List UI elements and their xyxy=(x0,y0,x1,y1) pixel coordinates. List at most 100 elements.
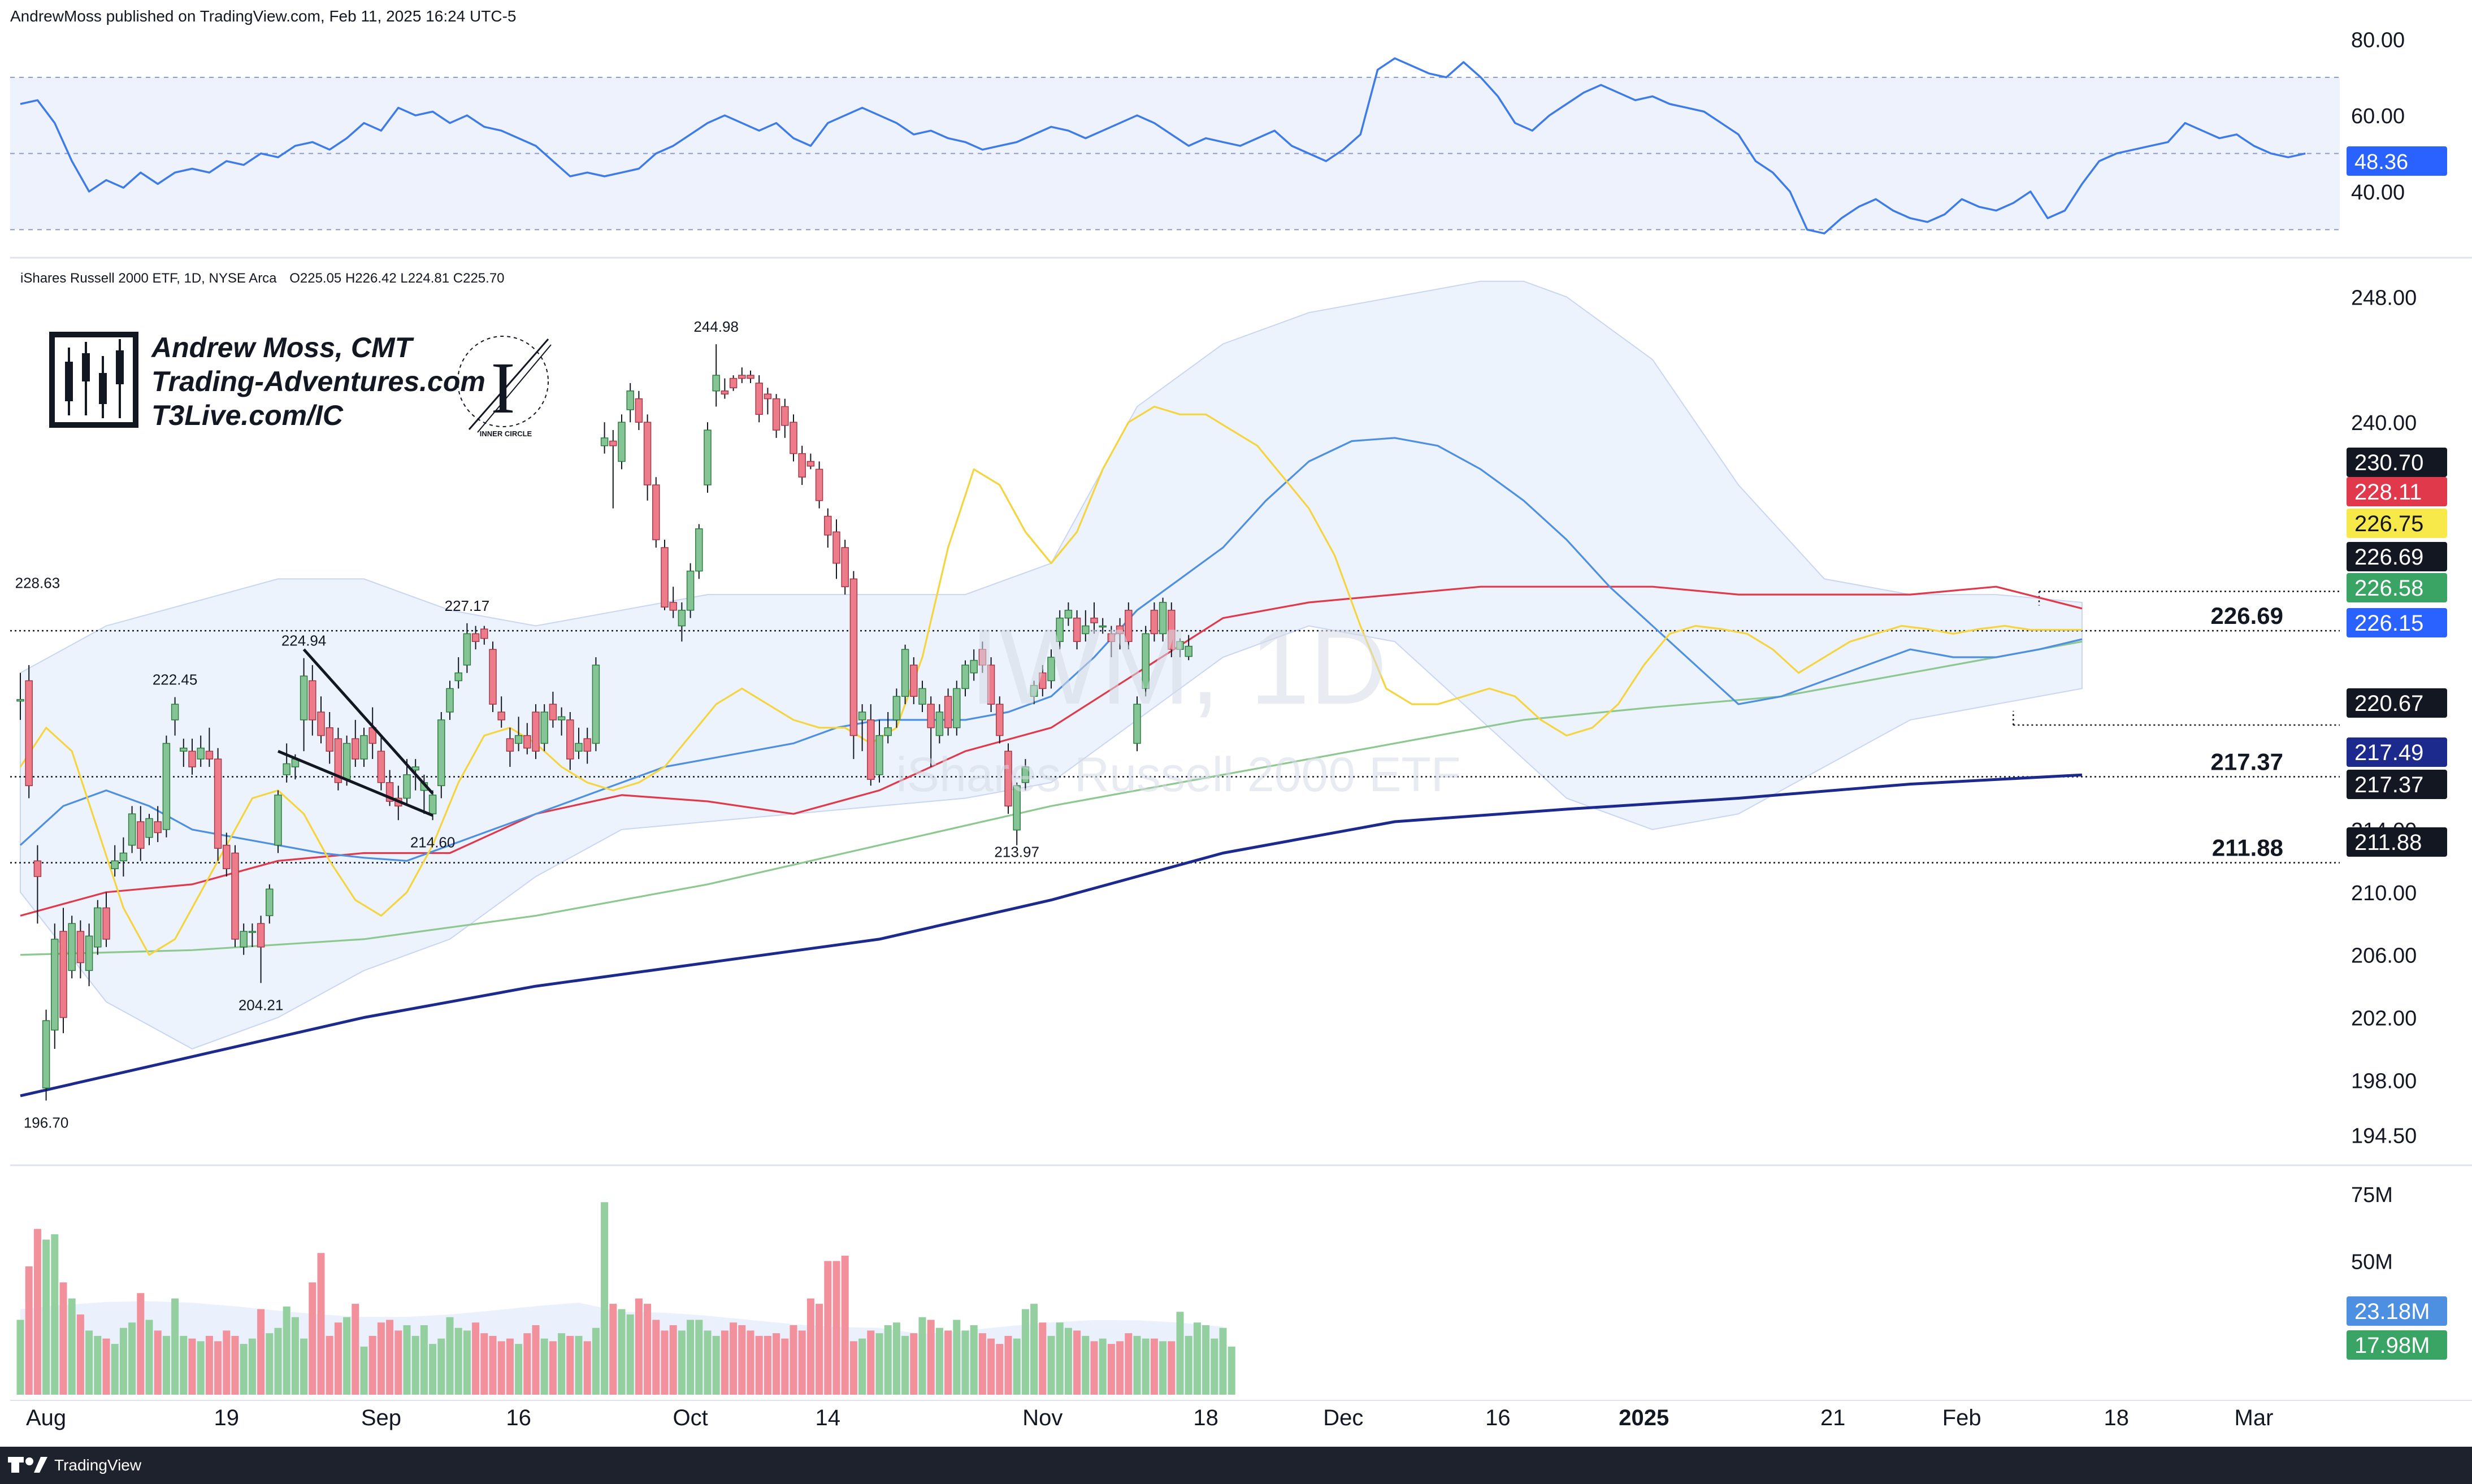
volume-bar xyxy=(1013,1338,1021,1395)
volume-bar xyxy=(730,1322,738,1395)
price-badge-label: 211.88 xyxy=(2354,830,2422,855)
candle-body xyxy=(94,907,102,948)
candle-body xyxy=(33,860,42,877)
candle-body xyxy=(643,422,652,485)
volume-bar xyxy=(266,1333,274,1395)
candle-body xyxy=(162,743,171,830)
volume-bar xyxy=(68,1298,76,1395)
price-badge-label: 226.15 xyxy=(2354,611,2423,636)
volume-bar xyxy=(1099,1338,1107,1395)
candle-body xyxy=(953,688,961,728)
candle-body xyxy=(884,727,892,736)
volume-bar xyxy=(343,1317,351,1395)
candle-body xyxy=(506,738,514,752)
candle-body xyxy=(1021,766,1030,783)
volume-bar xyxy=(901,1335,909,1395)
price-badge-label: 226.75 xyxy=(2354,511,2423,536)
candle-body xyxy=(1159,602,1167,635)
volume-bar xyxy=(927,1320,935,1395)
candle-body xyxy=(223,844,231,869)
branding-block: Andrew Moss, CMT Trading-Adventures.com … xyxy=(49,332,552,438)
rsi-value-label: 48.36 xyxy=(2354,150,2408,174)
volume-bar xyxy=(601,1202,609,1395)
candle-body xyxy=(790,422,797,454)
candle-body xyxy=(772,398,780,431)
volume-bar xyxy=(918,1317,926,1395)
candle-body xyxy=(205,750,214,760)
price-annotation: 204.21 xyxy=(238,996,284,1013)
volume-bar xyxy=(326,1335,333,1395)
candle-body xyxy=(1176,641,1184,650)
time-tick-label: Nov xyxy=(1022,1405,1062,1430)
volume-bar xyxy=(59,1282,67,1395)
rsi-tick-label: 80.00 xyxy=(2351,28,2405,52)
candle-body xyxy=(403,774,411,799)
volume-bar xyxy=(935,1327,943,1395)
candle-body xyxy=(1125,610,1133,643)
candle-body xyxy=(1073,617,1081,643)
volume-bar xyxy=(1047,1335,1055,1395)
candle-body xyxy=(635,398,643,423)
rsi-tick-label: 60.00 xyxy=(2351,105,2405,128)
volume-bar xyxy=(738,1325,746,1395)
candle-body xyxy=(729,377,738,388)
candle-body xyxy=(566,719,574,760)
price-badge-label: 217.49 xyxy=(2354,740,2423,765)
rsi-tick-label: 40.00 xyxy=(2351,181,2405,205)
volume-bar xyxy=(368,1335,376,1395)
volume-bar xyxy=(695,1320,703,1395)
candle-body xyxy=(755,383,763,415)
candle-body xyxy=(214,758,222,849)
price-badge-label: 217.37 xyxy=(2354,773,2423,797)
candle-body xyxy=(497,711,505,721)
candle-body xyxy=(626,390,634,410)
candle-body xyxy=(1142,633,1150,689)
level-label: 226.69 xyxy=(2211,602,2283,629)
candle-body xyxy=(996,704,1004,736)
volume-bar xyxy=(1125,1333,1133,1395)
sma-200-line xyxy=(20,773,2083,1097)
volume-bar xyxy=(575,1335,583,1395)
candle-body xyxy=(471,633,480,643)
price-badge xyxy=(2347,509,2447,538)
volume-bar xyxy=(566,1335,574,1395)
candle-body xyxy=(798,453,806,478)
instrument-legend: iShares Russell 2000 ETF, 1D, NYSE Arca … xyxy=(20,271,505,286)
candle-body xyxy=(738,375,746,379)
price-tick-label: 198.00 xyxy=(2351,1069,2417,1093)
volume-bar xyxy=(154,1330,162,1395)
volume-bar xyxy=(454,1327,462,1395)
price-badge xyxy=(2347,737,2447,767)
candle-body xyxy=(514,735,523,744)
volume-bar xyxy=(669,1325,677,1395)
volume-bar xyxy=(420,1325,428,1395)
volume-bar xyxy=(111,1344,119,1395)
candle-body xyxy=(910,665,918,697)
candle-body xyxy=(592,665,600,744)
candle-body xyxy=(76,931,85,964)
author-name: Andrew Moss, CMT xyxy=(150,332,415,363)
volume-bar xyxy=(1211,1338,1218,1395)
rsi-value-badge xyxy=(2347,146,2447,176)
volume-bar xyxy=(94,1335,102,1395)
volume-bar xyxy=(317,1253,325,1395)
time-tick-label: Aug xyxy=(26,1405,66,1430)
volume-bar xyxy=(790,1325,797,1395)
candle-body xyxy=(875,735,883,775)
rsi-band-fill xyxy=(10,77,2340,230)
price-annotation: 224.94 xyxy=(281,632,327,649)
svg-text:I: I xyxy=(491,348,515,429)
volume-bar xyxy=(704,1330,712,1395)
wedge-trendline xyxy=(302,648,434,795)
volume-bar xyxy=(892,1322,900,1395)
volume-bar xyxy=(42,1239,50,1395)
candle-body xyxy=(1004,750,1012,807)
candle-body xyxy=(600,437,609,446)
volume-bar xyxy=(721,1330,728,1395)
volume-bar xyxy=(884,1325,892,1395)
candle-body xyxy=(145,818,153,838)
volume-bar xyxy=(377,1322,385,1395)
volume-bar xyxy=(33,1229,41,1395)
candle-body xyxy=(1116,625,1124,635)
candle-body xyxy=(618,422,626,462)
